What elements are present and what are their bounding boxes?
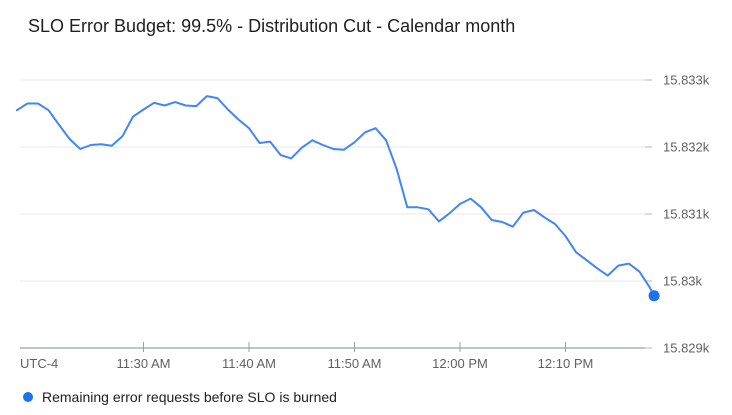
- legend-series-dot-icon: [23, 392, 33, 402]
- y-tick-label: 15.833k: [663, 73, 710, 88]
- series-line: [15, 95, 656, 297]
- chart-title: SLO Error Budget: 99.5% - Distribution C…: [28, 16, 516, 36]
- x-tick-label: 12:10 PM: [538, 356, 594, 371]
- timezone-label: UTC-4: [20, 356, 58, 371]
- legend-item-label: Remaining error requests before SLO is b…: [42, 389, 337, 405]
- x-tick-label: 11:40 AM: [222, 356, 276, 371]
- y-tick-label: 15.83k: [663, 274, 703, 289]
- x-tick-label: 12:00 PM: [432, 356, 488, 371]
- y-tick-label: 15.831k: [663, 207, 710, 222]
- y-tick-label: 15.829k: [663, 341, 710, 356]
- x-tick-label: 11:50 AM: [328, 356, 382, 371]
- legend: Remaining error requests before SLO is b…: [23, 389, 337, 405]
- y-tick-label: 15.832k: [663, 140, 710, 155]
- x-tick-label: 11:30 AM: [117, 356, 171, 371]
- series-end-dot: [648, 290, 660, 302]
- legend-item-remaining-error-requests[interactable]: Remaining error requests before SLO is b…: [23, 389, 337, 405]
